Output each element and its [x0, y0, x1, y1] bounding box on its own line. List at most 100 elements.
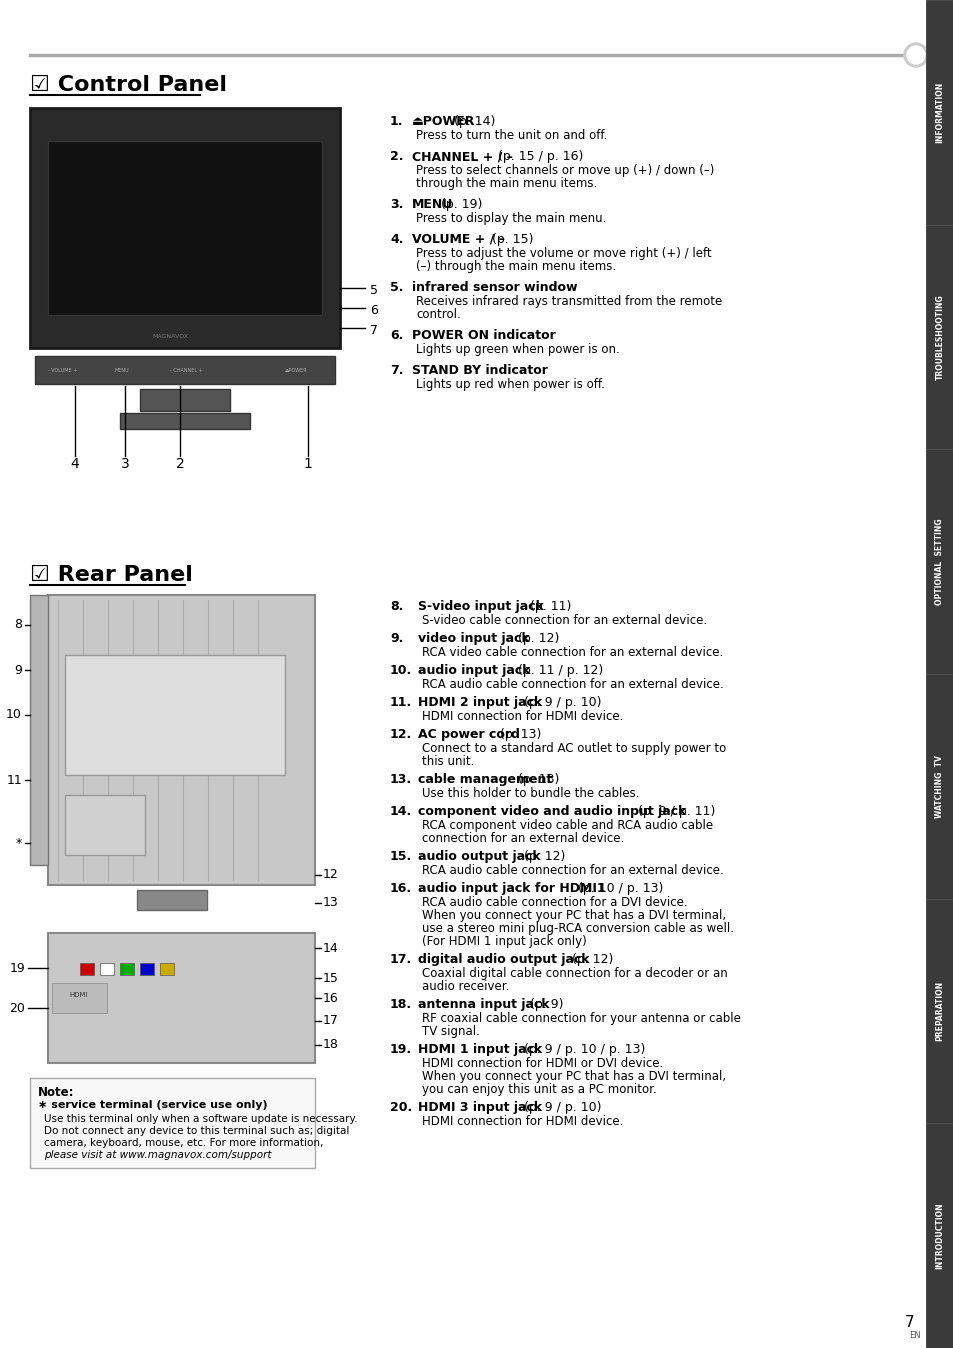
Text: control.: control. — [416, 307, 460, 321]
Text: (p. 19): (p. 19) — [436, 198, 482, 212]
Bar — [30, 594, 48, 865]
Circle shape — [903, 43, 927, 67]
Text: 5.: 5. — [390, 280, 403, 294]
Text: (–) through the main menu items.: (–) through the main menu items. — [416, 260, 616, 274]
Text: (p. 9): (p. 9) — [525, 998, 563, 1011]
Text: 19.: 19. — [390, 1043, 412, 1055]
Text: please visit at www.magnavox.com/support: please visit at www.magnavox.com/support — [44, 1150, 272, 1161]
Text: ∗ service terminal (service use only): ∗ service terminal (service use only) — [38, 1100, 268, 1109]
Text: ☑ Rear Panel: ☑ Rear Panel — [30, 565, 193, 585]
Bar — [925, 0, 953, 225]
Bar — [120, 412, 250, 429]
Bar — [925, 449, 953, 674]
Text: When you connect your PC that has a DVI terminal,: When you connect your PC that has a DVI … — [421, 1070, 725, 1082]
Text: 18: 18 — [323, 1038, 338, 1051]
Text: RCA audio cable connection for a DVI device.: RCA audio cable connection for a DVI dev… — [421, 896, 687, 909]
Bar — [140, 962, 153, 975]
Text: HDMI 2 input jack: HDMI 2 input jack — [417, 696, 541, 709]
Text: 20: 20 — [10, 1002, 25, 1015]
Text: MENU: MENU — [412, 198, 453, 212]
Text: (p. 12): (p. 12) — [519, 851, 565, 863]
Text: 3.: 3. — [390, 198, 403, 212]
Text: TROUBLESHOOTING: TROUBLESHOOTING — [935, 294, 943, 380]
Text: infrared sensor window: infrared sensor window — [412, 280, 577, 294]
Text: 6: 6 — [370, 305, 377, 317]
Text: 16.: 16. — [390, 882, 412, 895]
Text: you can enjoy this unit as a PC monitor.: you can enjoy this unit as a PC monitor. — [421, 1082, 656, 1096]
Text: component video and audio input jack: component video and audio input jack — [417, 805, 685, 818]
Text: 9.: 9. — [390, 632, 403, 644]
Text: STAND BY indicator: STAND BY indicator — [412, 364, 547, 377]
Text: CHANNEL + / –: CHANNEL + / – — [412, 150, 513, 163]
Text: antenna input jack: antenna input jack — [417, 998, 549, 1011]
Text: RCA component video cable and RCA audio cable: RCA component video cable and RCA audio … — [421, 820, 713, 832]
Text: POWER ON indicator: POWER ON indicator — [412, 329, 556, 342]
Text: 3: 3 — [120, 457, 130, 470]
Bar — [65, 655, 285, 775]
Text: video input jack: video input jack — [417, 632, 529, 644]
Text: HDMI connection for HDMI or DVI device.: HDMI connection for HDMI or DVI device. — [421, 1057, 662, 1070]
Text: When you connect your PC that has a DVI terminal,: When you connect your PC that has a DVI … — [421, 909, 725, 922]
Text: MENU: MENU — [115, 368, 130, 372]
Bar — [48, 933, 314, 1064]
Text: RCA video cable connection for an external device.: RCA video cable connection for an extern… — [421, 646, 722, 659]
Bar — [160, 962, 173, 975]
Text: (p. 15): (p. 15) — [487, 233, 533, 245]
Text: 7.: 7. — [390, 364, 403, 377]
Text: 5: 5 — [370, 284, 377, 297]
Text: Use this holder to bundle the cables.: Use this holder to bundle the cables. — [421, 787, 639, 799]
Text: 14: 14 — [323, 941, 338, 954]
Bar — [925, 674, 953, 899]
Text: ⏏POWER: ⏏POWER — [285, 368, 307, 372]
Text: ⏏POWER: ⏏POWER — [412, 115, 475, 128]
Text: 1.: 1. — [390, 115, 403, 128]
Text: 16: 16 — [323, 992, 338, 1004]
Text: (p. 12): (p. 12) — [567, 953, 613, 967]
Text: Do not connect any device to this terminal such as; digital: Do not connect any device to this termin… — [44, 1126, 349, 1136]
Text: 14.: 14. — [390, 805, 412, 818]
Text: *: * — [16, 837, 22, 849]
Text: 4: 4 — [71, 457, 79, 470]
Text: VOLUME + / –: VOLUME + / – — [412, 233, 504, 245]
Bar — [30, 108, 339, 348]
Text: 15: 15 — [323, 972, 338, 984]
Text: MAGNAVOX: MAGNAVOX — [152, 333, 188, 338]
Bar — [120, 962, 133, 975]
Text: 2.: 2. — [390, 150, 403, 163]
Text: (p. 13): (p. 13) — [514, 772, 558, 786]
Text: Note:: Note: — [38, 1086, 74, 1099]
Text: 18.: 18. — [390, 998, 412, 1011]
Bar — [137, 890, 208, 910]
Text: audio input jack: audio input jack — [417, 665, 530, 677]
Text: ☑ Control Panel: ☑ Control Panel — [30, 75, 227, 94]
Text: 7: 7 — [370, 324, 377, 337]
Bar — [48, 142, 322, 315]
Text: Lights up red when power is off.: Lights up red when power is off. — [416, 377, 604, 391]
Text: audio output jack: audio output jack — [417, 851, 540, 863]
Text: 7: 7 — [903, 1316, 913, 1330]
Text: (p. 13): (p. 13) — [496, 728, 540, 741]
Text: (p. 14): (p. 14) — [449, 115, 495, 128]
Text: 12.: 12. — [390, 728, 412, 741]
Text: Press to turn the unit on and off.: Press to turn the unit on and off. — [416, 129, 607, 142]
Text: Receives infrared rays transmitted from the remote: Receives infrared rays transmitted from … — [416, 295, 721, 307]
Text: INFORMATION: INFORMATION — [935, 82, 943, 143]
Bar — [48, 594, 314, 886]
Text: TV signal.: TV signal. — [421, 1024, 479, 1038]
Text: Connect to a standard AC outlet to supply power to: Connect to a standard AC outlet to suppl… — [421, 741, 725, 755]
Text: HDMI 3 input jack: HDMI 3 input jack — [417, 1101, 541, 1113]
Text: 17: 17 — [323, 1015, 338, 1027]
Text: Press to display the main menu.: Press to display the main menu. — [416, 212, 606, 225]
Bar — [925, 899, 953, 1123]
Bar — [65, 795, 145, 855]
Text: 13: 13 — [323, 896, 338, 910]
Text: connection for an external device.: connection for an external device. — [421, 832, 623, 845]
Text: 19: 19 — [10, 961, 25, 975]
Text: (For HDMI 1 input jack only): (For HDMI 1 input jack only) — [421, 936, 586, 948]
Text: EN: EN — [908, 1330, 920, 1340]
Text: Press to select channels or move up (+) / down (–): Press to select channels or move up (+) … — [416, 164, 714, 177]
Text: (p. 11 / p. 12): (p. 11 / p. 12) — [514, 665, 602, 677]
Text: 8.: 8. — [390, 600, 403, 613]
Text: Lights up green when power is on.: Lights up green when power is on. — [416, 342, 619, 356]
Text: 20.: 20. — [390, 1101, 412, 1113]
